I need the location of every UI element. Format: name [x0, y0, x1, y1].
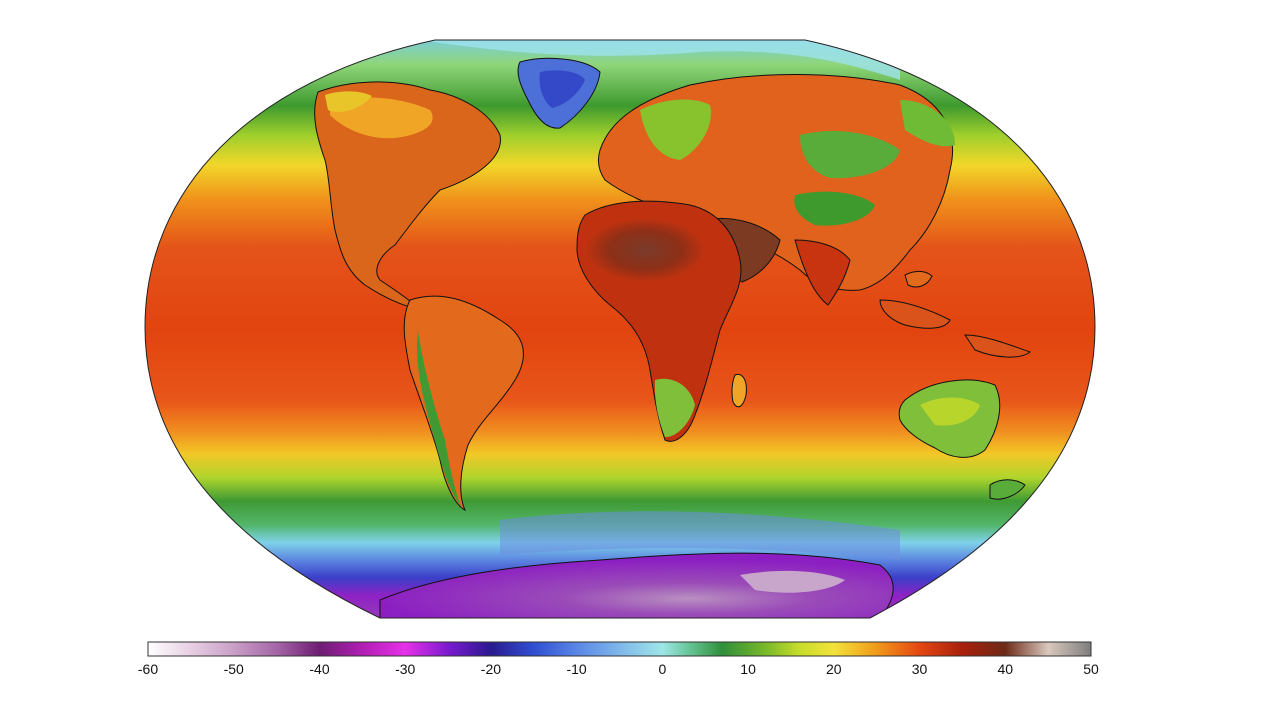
colorbar-ticks: -60 -50 -40 -30 -20 -10 0 10 20 30 40 50 — [138, 661, 1099, 677]
southern-ocean-ice — [500, 511, 900, 560]
philippines — [904, 270, 933, 288]
scandinavia — [640, 99, 711, 160]
maritime-southeast-asia — [879, 299, 951, 329]
new-guinea — [964, 334, 1032, 358]
tibetan-plateau — [794, 191, 875, 226]
alaska — [325, 91, 372, 112]
globe — [145, 40, 1095, 618]
temperature-map — [144, 39, 1096, 619]
colorbar-tick-label: 50 — [1083, 661, 1099, 677]
colorbar-tick-label: 30 — [912, 661, 928, 677]
colorbar-tick-label: -30 — [395, 661, 415, 677]
antarctica-plateau — [740, 570, 845, 593]
colorbar-tick-label: -60 — [138, 661, 158, 677]
globe-outline — [144, 39, 1096, 619]
colorbar-tick-label: -10 — [566, 661, 586, 677]
greenland-interior — [539, 70, 585, 108]
colorbar-gradient — [147, 641, 1092, 657]
colorbar-tick-label: 10 — [740, 661, 756, 677]
sahara — [585, 218, 705, 282]
siberia-east — [900, 100, 955, 147]
colorbar-tick-label: 0 — [659, 661, 667, 677]
colorbar-tick-label: -40 — [309, 661, 329, 677]
southern-africa — [654, 378, 695, 438]
central-asia-highlands — [800, 130, 900, 179]
north-america — [314, 81, 501, 311]
south-america — [403, 295, 524, 512]
new-zealand — [989, 479, 1026, 500]
colorbar-tick-label: -50 — [224, 661, 244, 677]
arctic-ice — [420, 40, 900, 80]
colorbar-tick-label: -20 — [481, 661, 501, 677]
australia-interior — [920, 397, 980, 426]
madagascar — [731, 373, 747, 408]
antarctica — [379, 552, 894, 618]
colorbar-tick-label: 40 — [998, 661, 1014, 677]
india — [794, 239, 851, 306]
colorbar-tick-label: 20 — [826, 661, 842, 677]
